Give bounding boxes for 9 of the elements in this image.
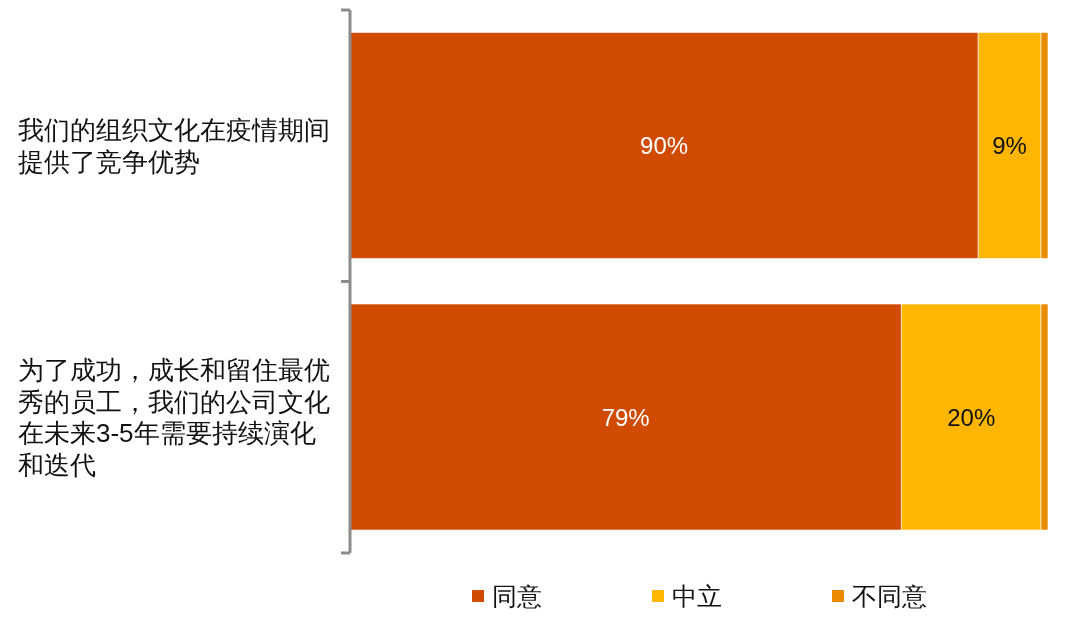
- data-label: 9%: [992, 132, 1027, 160]
- data-label: 90%: [640, 132, 689, 160]
- y-tick-label: 为了成功，成长和留住最优秀的员工，我们的公司文化在未来3-5年需要持续演化和迭代: [18, 355, 330, 480]
- text: 同意: [491, 581, 542, 611]
- data-label: 79%: [601, 403, 650, 431]
- legend-label: 不同意: [851, 581, 927, 611]
- data-label: 20%: [947, 403, 996, 431]
- y-tick-label: 我们的组织文化在疫情期间提供了竞争优势: [18, 115, 330, 177]
- legend-label: 中立: [671, 581, 722, 611]
